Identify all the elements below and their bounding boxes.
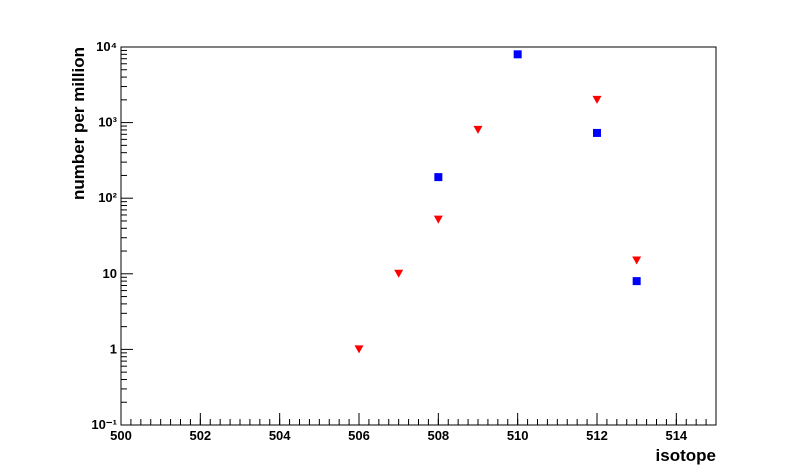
data-point (434, 173, 443, 182)
y-tick-label: 10³ (98, 115, 117, 130)
y-tick-label: 10 (103, 266, 117, 281)
x-tick-label: 504 (269, 428, 291, 443)
x-tick-label: 500 (110, 428, 132, 443)
y-tick-label: 1 (110, 341, 117, 356)
y-axis-title: number per million (69, 47, 88, 200)
data-point (354, 345, 364, 354)
data-point (513, 50, 522, 59)
data-point (632, 277, 641, 286)
x-tick-label: 508 (427, 428, 449, 443)
data-point (473, 125, 483, 134)
plot-frame (120, 46, 717, 426)
y-tick-label: 10² (98, 190, 117, 205)
x-tick-label: 514 (665, 428, 687, 443)
x-tick-label: 510 (507, 428, 529, 443)
y-tick-label: 10⁴ (96, 39, 117, 54)
x-tick-label: 512 (586, 428, 608, 443)
data-point (433, 215, 443, 224)
x-tick-label: 502 (189, 428, 211, 443)
x-axis-title: isotope (656, 446, 716, 465)
y-tick-label: 10⁻¹ (91, 417, 117, 432)
data-point (394, 269, 404, 278)
data-point (632, 256, 642, 265)
data-point (592, 95, 602, 104)
x-tick-label: 506 (348, 428, 370, 443)
data-point (593, 128, 601, 137)
